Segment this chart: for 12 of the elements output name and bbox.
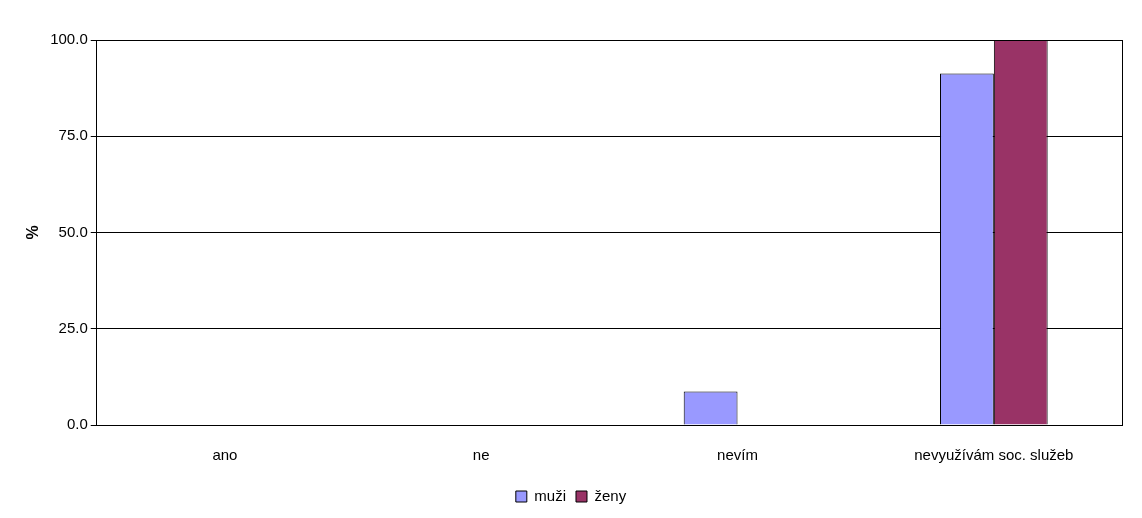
x-tick-label: nevyužívám soc. služeb — [914, 446, 1074, 464]
y-axis-title: % — [24, 225, 42, 240]
y-tick-label: 100.0 — [50, 30, 88, 48]
y-tick-label: 50.0 — [58, 222, 88, 240]
legend-label: ženy — [594, 486, 627, 504]
y-tick-label: 75.0 — [58, 126, 88, 144]
x-tick-label: ne — [472, 446, 490, 464]
legend-label: muži — [534, 486, 566, 504]
y-tick-label: 25.0 — [58, 318, 88, 336]
x-tick-label: nevím — [717, 446, 758, 464]
y-tick-label: 0.0 — [66, 415, 88, 433]
x-tick-label: ano — [212, 446, 238, 464]
